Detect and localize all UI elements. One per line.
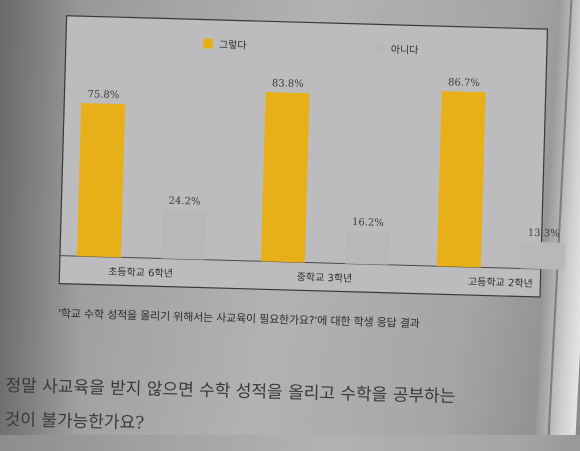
legend-swatch-1: [374, 43, 386, 54]
value-label-0-2: 86.7%: [448, 77, 480, 89]
value-label-1-0: 24.2%: [168, 196, 200, 208]
bar-chart: 그렇다 아니다 75.8% 24.2% 초등학교 6학년 83.8% 16.2% 중학교 3…: [58, 15, 566, 298]
category-label-2: 고등학교 2학년: [468, 276, 533, 290]
bar-yes-0: [76, 103, 126, 258]
bar-yes-1: [260, 92, 310, 263]
legend-label-1: 아니다: [391, 44, 419, 57]
body-paragraph: 정말 사교육을 받지 않으면 수학 성적을 올리고 수학을 공부하는 것이 불가…: [4, 369, 575, 451]
value-label-1-2: 13.3%: [528, 228, 560, 240]
bar-no-2: [520, 241, 566, 270]
legend-label-0: 그렇다: [219, 38, 247, 52]
figure-caption: '학교 수학 성적을 올리기 위해서는 사교육이 필요한가요?'에 대한 학생 …: [57, 307, 420, 331]
legend: 그렇다 아니다: [202, 38, 419, 57]
value-label-0-1: 83.8%: [272, 78, 304, 90]
value-label-1-1: 16.2%: [352, 217, 384, 229]
category-label-0: 초등학교 6학년: [108, 266, 173, 280]
bar-no-0: [160, 209, 207, 260]
bar-yes-2: [436, 91, 486, 268]
category-label-1: 중학교 3학년: [297, 271, 353, 285]
bar-no-1: [344, 230, 390, 265]
legend-swatch-0: [202, 38, 214, 49]
value-label-0-0: 75.8%: [87, 89, 119, 101]
